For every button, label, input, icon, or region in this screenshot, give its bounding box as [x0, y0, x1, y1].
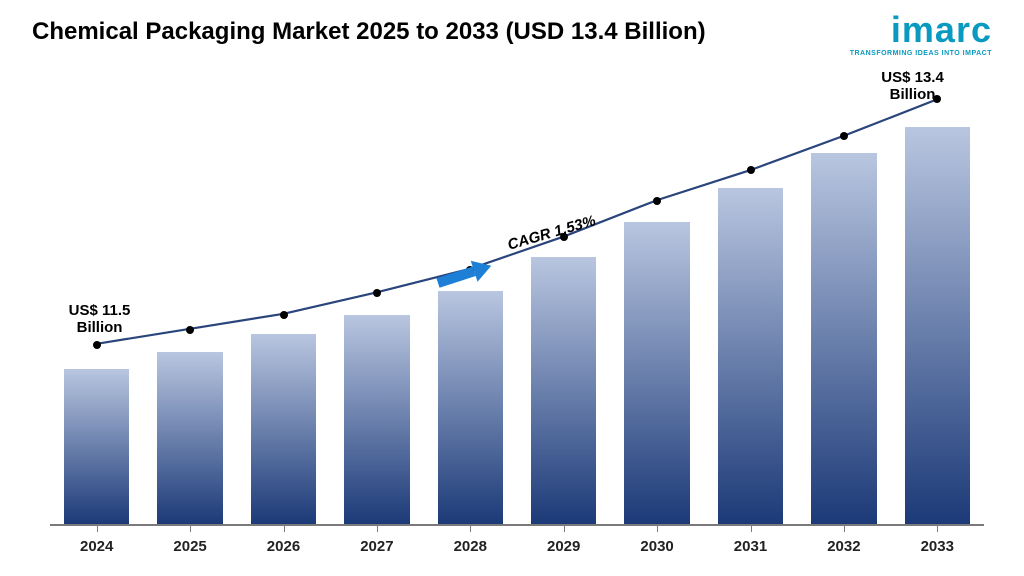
data-point	[186, 326, 194, 334]
x-tick	[844, 524, 845, 532]
bar	[718, 188, 783, 524]
bar	[811, 153, 876, 524]
brand-logo: imarc TRANSFORMING IDEAS INTO IMPACT	[850, 12, 992, 57]
x-axis-label: 2027	[330, 538, 423, 555]
chart-title: Chemical Packaging Market 2025 to 2033 (…	[32, 18, 706, 46]
value-annotation-end: US$ 13.4Billion	[881, 69, 944, 104]
data-point	[373, 289, 381, 297]
x-tick	[97, 524, 98, 532]
bar	[624, 222, 689, 524]
bar	[344, 315, 409, 524]
data-point	[280, 311, 288, 319]
logo-name: imarc	[850, 12, 992, 48]
bar	[251, 334, 316, 524]
x-axis-label: 2025	[143, 538, 236, 555]
data-point	[840, 132, 848, 140]
x-axis-label: 2033	[891, 538, 984, 555]
bar	[905, 127, 970, 524]
x-axis-label: 2029	[517, 538, 610, 555]
chart-plot-area: US$ 11.5BillionUS$ 13.4BillionCAGR 1.53%	[50, 95, 984, 526]
x-tick	[377, 524, 378, 532]
x-axis-label: 2032	[797, 538, 890, 555]
bar	[438, 291, 503, 524]
x-tick	[564, 524, 565, 532]
x-tick	[751, 524, 752, 532]
x-tick	[190, 524, 191, 532]
x-axis-label: 2030	[610, 538, 703, 555]
x-axis-label: 2028	[424, 538, 517, 555]
value-annotation-start: US$ 11.5Billion	[69, 302, 131, 337]
x-axis-label: 2024	[50, 538, 143, 555]
logo-tagline: TRANSFORMING IDEAS INTO IMPACT	[850, 50, 992, 57]
x-tick	[284, 524, 285, 532]
x-tick	[470, 524, 471, 532]
x-tick	[937, 524, 938, 532]
x-tick	[657, 524, 658, 532]
bar	[157, 352, 222, 524]
data-point	[747, 166, 755, 174]
bar	[64, 369, 129, 524]
bar	[531, 257, 596, 524]
x-axis-label: 2026	[237, 538, 330, 555]
x-axis-label: 2031	[704, 538, 797, 555]
data-point	[653, 197, 661, 205]
data-point	[93, 341, 101, 349]
